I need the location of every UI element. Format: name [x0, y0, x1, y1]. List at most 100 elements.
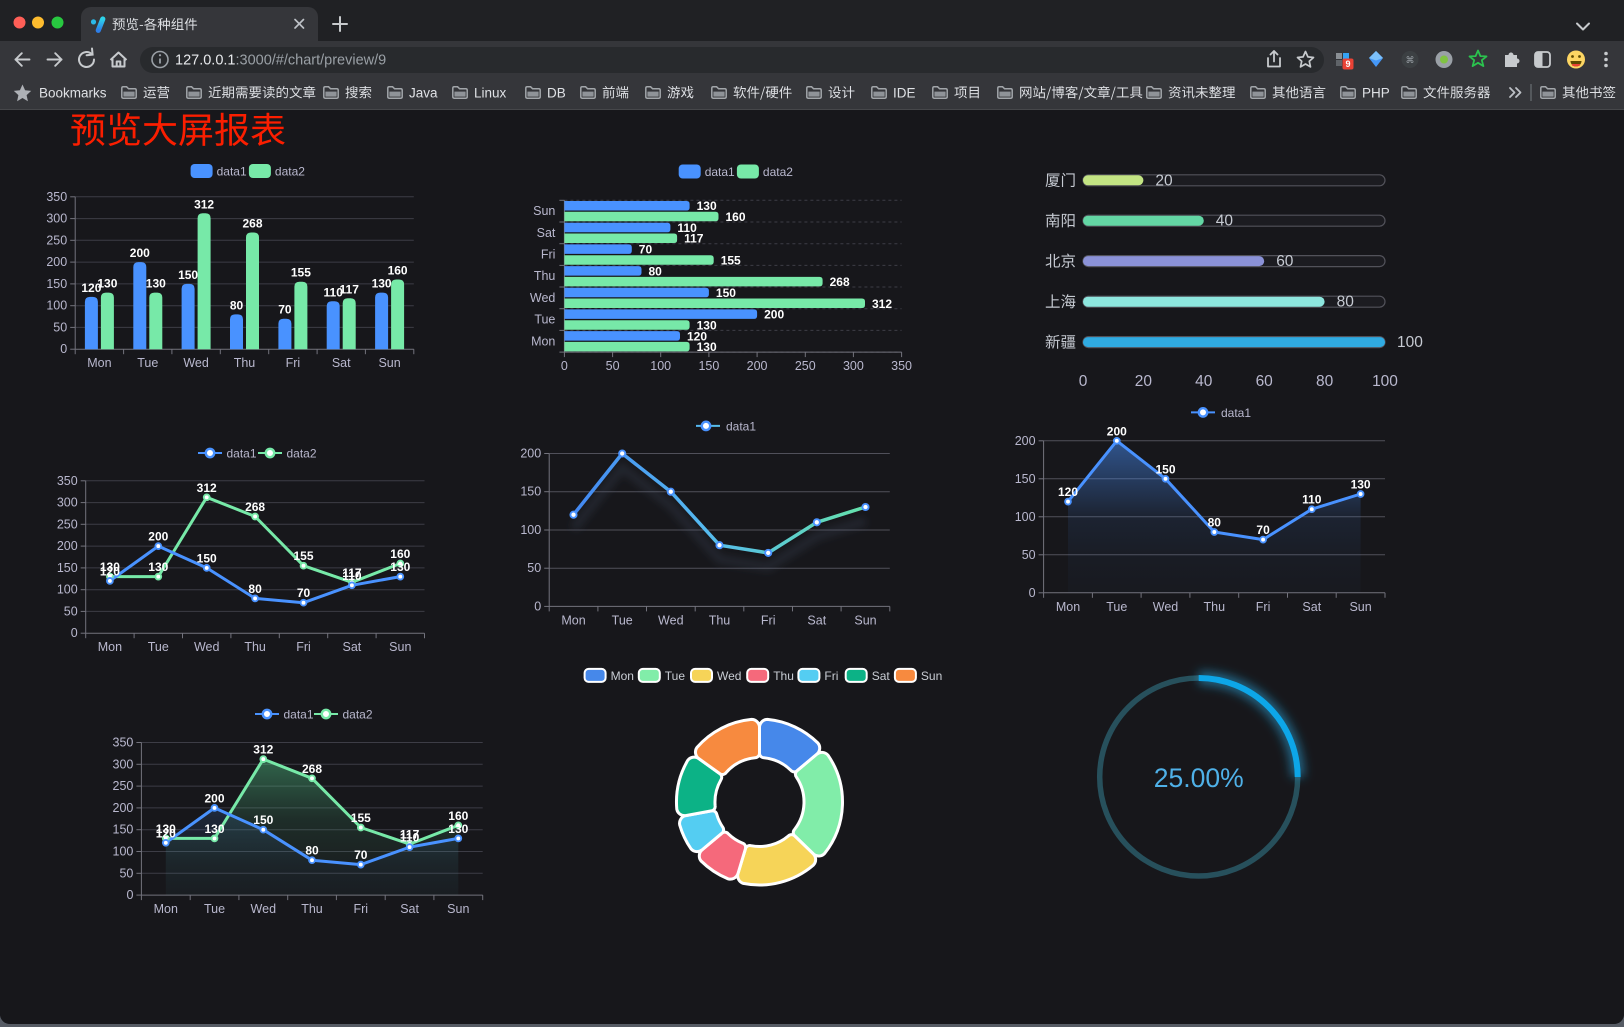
svg-text:25.00%: 25.00% [1154, 763, 1244, 793]
svg-text:0: 0 [126, 888, 133, 902]
svg-text:50: 50 [1022, 548, 1036, 562]
svg-text:150: 150 [197, 551, 217, 565]
svg-text:60: 60 [1276, 253, 1294, 270]
svg-text:Fri: Fri [761, 613, 776, 627]
svg-text:Fri: Fri [541, 248, 556, 262]
svg-text:268: 268 [302, 762, 322, 776]
svg-text:300: 300 [57, 496, 78, 510]
svg-text:0: 0 [534, 599, 541, 613]
svg-text:Mon: Mon [611, 669, 634, 683]
svg-text:70: 70 [354, 848, 368, 862]
svg-text:Sat: Sat [400, 902, 419, 916]
svg-text:80: 80 [649, 264, 663, 278]
svg-text:312: 312 [194, 197, 214, 211]
svg-text:127.0.0.1:3000/#/chart/preview: 127.0.0.1:3000/#/chart/preview/9 [175, 52, 386, 68]
svg-text:155: 155 [351, 811, 371, 825]
svg-text:Sat: Sat [343, 640, 362, 654]
svg-text:0: 0 [60, 342, 67, 356]
svg-text:20: 20 [1135, 373, 1153, 390]
svg-text:40: 40 [1195, 373, 1213, 390]
svg-text:130: 130 [146, 277, 166, 291]
svg-text:150: 150 [57, 561, 78, 575]
svg-text:Thu: Thu [244, 640, 266, 654]
svg-text:Fri: Fri [354, 902, 369, 916]
svg-text:350: 350 [46, 190, 67, 204]
svg-text:200: 200 [1015, 434, 1036, 448]
svg-text:Thu: Thu [234, 356, 256, 370]
svg-text:Mon: Mon [1056, 600, 1080, 614]
svg-text:268: 268 [830, 275, 850, 289]
svg-text:0: 0 [561, 359, 568, 373]
svg-text:data1: data1 [1221, 406, 1251, 420]
svg-text:150: 150 [46, 277, 67, 291]
svg-text:130: 130 [697, 340, 717, 354]
svg-text:Sat: Sat [872, 669, 891, 683]
svg-text:80: 80 [248, 582, 262, 596]
svg-text:Thu: Thu [709, 613, 731, 627]
svg-text:Sat: Sat [332, 356, 351, 370]
svg-text:Wed: Wed [658, 613, 684, 627]
svg-text:100: 100 [520, 523, 541, 537]
svg-text:110: 110 [324, 285, 344, 299]
svg-text:50: 50 [64, 604, 78, 618]
svg-text:40: 40 [1216, 213, 1234, 230]
svg-text:Wed: Wed [530, 291, 556, 305]
svg-text:Mon: Mon [561, 613, 585, 627]
svg-text:110: 110 [677, 221, 697, 235]
svg-text:250: 250 [113, 779, 134, 793]
svg-text:Wed: Wed [183, 356, 209, 370]
svg-text:200: 200 [113, 801, 134, 815]
svg-text:160: 160 [388, 264, 408, 278]
svg-text:Thu: Thu [534, 269, 556, 283]
svg-text:150: 150 [178, 268, 198, 282]
svg-text:300: 300 [46, 212, 67, 226]
svg-text:50: 50 [119, 866, 133, 880]
svg-text:160: 160 [390, 547, 410, 561]
svg-text:Mon: Mon [154, 902, 178, 916]
svg-text:250: 250 [46, 233, 67, 247]
svg-text:data2: data2 [763, 165, 793, 179]
svg-text:Wed: Wed [717, 669, 741, 683]
svg-text:DB: DB [547, 85, 566, 100]
svg-text:200: 200 [148, 530, 168, 544]
svg-text:50: 50 [606, 359, 620, 373]
svg-text:Wed: Wed [194, 640, 220, 654]
svg-text:Tue: Tue [137, 356, 158, 370]
svg-text:130: 130 [156, 822, 176, 836]
svg-text:Linux: Linux [474, 85, 507, 100]
svg-text:130: 130 [204, 822, 224, 836]
svg-text:100: 100 [1372, 373, 1398, 390]
svg-text:Fri: Fri [296, 640, 311, 654]
svg-text:300: 300 [843, 359, 864, 373]
svg-text:130: 130 [148, 560, 168, 574]
svg-text:data1: data1 [217, 165, 247, 179]
svg-text:70: 70 [639, 243, 653, 257]
svg-text:70: 70 [1256, 523, 1270, 537]
svg-text:80: 80 [1337, 294, 1355, 311]
svg-text:155: 155 [293, 549, 313, 563]
svg-text:150: 150 [253, 813, 273, 827]
svg-text:Fri: Fri [824, 669, 838, 683]
svg-text:120: 120 [100, 564, 120, 578]
svg-text:Fri: Fri [1256, 600, 1271, 614]
svg-text:110: 110 [1302, 493, 1322, 507]
svg-text:Mon: Mon [87, 356, 111, 370]
svg-text:268: 268 [242, 217, 262, 231]
svg-text:160: 160 [448, 809, 468, 823]
svg-text:312: 312 [197, 481, 217, 495]
svg-text:50: 50 [53, 320, 67, 334]
svg-text:100: 100 [1397, 334, 1423, 351]
svg-text:117: 117 [400, 828, 420, 842]
svg-text:70: 70 [297, 586, 311, 600]
svg-text:0: 0 [71, 626, 78, 640]
svg-text:155: 155 [721, 253, 741, 267]
svg-text:data1: data1 [705, 165, 735, 179]
svg-text:130: 130 [697, 199, 717, 213]
svg-text:120: 120 [156, 826, 176, 840]
svg-text:Thu: Thu [773, 669, 794, 683]
svg-text:9: 9 [1345, 59, 1350, 69]
svg-text:0: 0 [1079, 373, 1088, 390]
svg-text:data1: data1 [227, 447, 257, 461]
svg-text:350: 350 [891, 359, 912, 373]
svg-text:150: 150 [520, 485, 541, 499]
